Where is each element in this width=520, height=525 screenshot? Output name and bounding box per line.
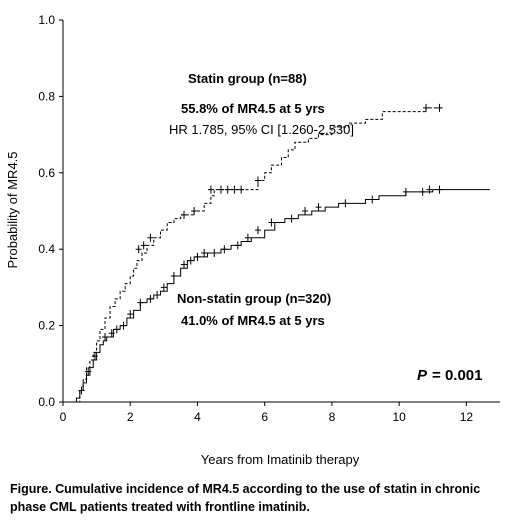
statin-censor-mark xyxy=(423,103,430,112)
non-statin-censor-mark xyxy=(181,260,188,269)
non-statin-censor-mark xyxy=(254,226,261,235)
nonstatin-title-annotation: Non-statin group (n=320) xyxy=(177,291,331,306)
x-tick-label: 0 xyxy=(60,410,67,424)
statin-censor-mark xyxy=(217,185,224,194)
non-statin-censor-mark xyxy=(268,218,275,227)
statin-censor-mark xyxy=(135,245,142,254)
statin-censor-mark xyxy=(231,185,238,194)
statin-censor-mark xyxy=(436,103,443,112)
statin-censor-mark xyxy=(254,176,261,185)
x-axis-label: Years from Imatinib therapy xyxy=(201,452,360,467)
x-tick-label: 12 xyxy=(460,410,474,424)
non-statin-censor-mark xyxy=(194,252,201,261)
non-statin-censor-mark xyxy=(302,207,309,215)
hr-annotation: HR 1.785, 95% CI [1.260-2.530] xyxy=(169,122,354,137)
axis-ticks: 0.0 0.2 0.4 0.6 0.8 1.0 0 2 4 6 8 10 12 xyxy=(38,13,473,424)
statin-censor-mark xyxy=(140,241,147,250)
nonstatin-rate-annotation: 41.0% of MR4.5 at 5 yrs xyxy=(181,313,325,328)
non-statin-censor-mark xyxy=(127,310,134,319)
statin-censor-mark xyxy=(224,185,231,194)
non-statin-censor-mark xyxy=(221,245,228,254)
non-statin-censor-mark xyxy=(154,291,161,300)
non-statin-censor-mark xyxy=(234,241,241,250)
non-statin-censor-mark xyxy=(288,214,295,223)
statin-rate-annotation: 55.8% of MR4.5 at 5 yrs xyxy=(181,101,325,116)
non-statin-curve xyxy=(63,189,490,403)
non-statin-censor-mark xyxy=(211,249,218,258)
non-statin-censor-mark xyxy=(113,325,120,334)
y-tick-label: 0.2 xyxy=(38,319,55,333)
non-statin-censor-mark xyxy=(78,386,85,395)
p-label: P xyxy=(417,367,428,384)
p-value-annotation: P = 0.001 xyxy=(417,367,482,384)
statin-curve xyxy=(63,107,443,403)
non-statin-censor-mark xyxy=(108,329,115,338)
non-statin-censor-mark xyxy=(160,283,167,292)
y-tick-label: 0.0 xyxy=(38,395,55,409)
non-statin-censor-mark xyxy=(244,233,251,242)
km-chart: 0.0 0.2 0.4 0.6 0.8 1.0 0 2 4 6 8 10 12 Probability … xyxy=(5,13,500,467)
non-statin-censor-mark xyxy=(187,256,194,265)
non-statin-censor-mark xyxy=(402,187,409,196)
x-tick-label: 2 xyxy=(127,410,134,424)
non-statin-censor-mark xyxy=(170,271,177,280)
statin-censor-mark xyxy=(181,210,188,219)
series-layer xyxy=(63,103,490,403)
x-tick-label: 10 xyxy=(392,410,406,424)
statin-censor-mark xyxy=(207,185,214,194)
non-statin-censor-mark xyxy=(369,195,376,204)
non-statin-censor-mark xyxy=(91,352,98,361)
statin-title-annotation: Statin group (n=88) xyxy=(188,71,307,86)
statin-censor-mark xyxy=(238,185,245,194)
statin-censor-mark xyxy=(191,207,198,215)
non-statin-censor-mark xyxy=(102,333,109,342)
non-statin-censor-mark xyxy=(426,185,433,194)
non-statin-censor-mark xyxy=(419,187,426,196)
non-statin-censor-mark xyxy=(201,249,208,258)
y-tick-label: 0.8 xyxy=(38,89,55,103)
non-statin-censor-mark xyxy=(85,367,92,376)
y-tick-label: 0.6 xyxy=(38,166,55,180)
non-statin-censor-mark xyxy=(137,298,144,307)
non-statin-censor-mark xyxy=(120,321,127,330)
y-tick-label: 1.0 xyxy=(38,13,55,27)
y-axis-label: Probability of MR4.5 xyxy=(5,151,20,268)
x-tick-label: 8 xyxy=(329,410,336,424)
x-tick-label: 4 xyxy=(194,410,201,424)
non-statin-censor-mark xyxy=(315,203,322,212)
p-value: = 0.001 xyxy=(432,367,482,384)
statin-censor-mark xyxy=(147,233,154,242)
non-statin-censor-mark xyxy=(436,185,443,194)
non-statin-censor-mark xyxy=(342,199,349,208)
x-tick-label: 6 xyxy=(261,410,268,424)
y-tick-label: 0.4 xyxy=(38,242,55,256)
figure-caption: Figure. Cumulative incidence of MR4.5 ac… xyxy=(10,482,481,514)
non-statin-censor-mark xyxy=(147,294,154,303)
